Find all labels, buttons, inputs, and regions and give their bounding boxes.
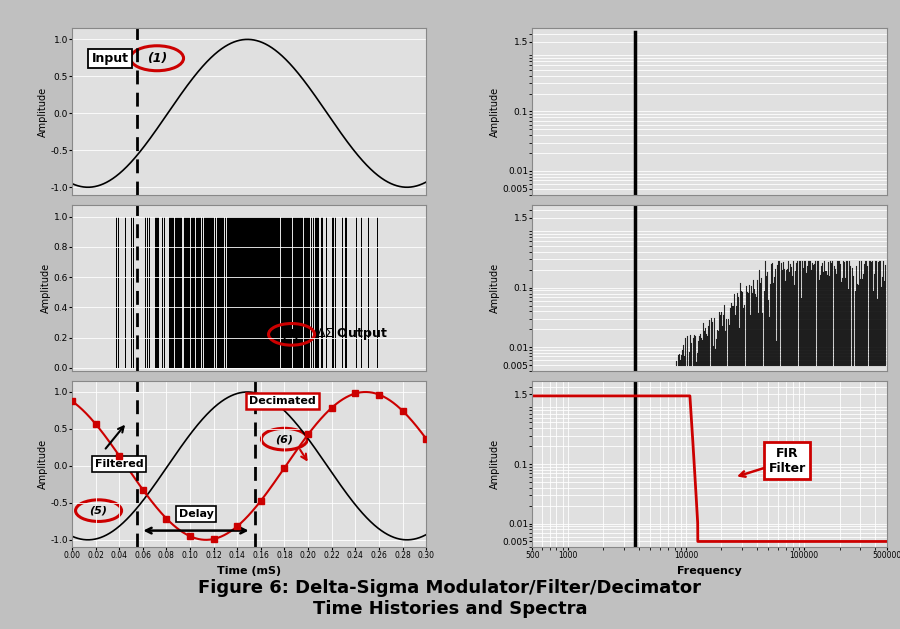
Y-axis label: Amplitude: Amplitude bbox=[38, 439, 48, 489]
Y-axis label: Amplitude: Amplitude bbox=[40, 263, 50, 313]
Text: (6): (6) bbox=[275, 434, 293, 444]
Text: (1): (1) bbox=[147, 52, 167, 65]
Text: $\Delta\Sigma$ Output: $\Delta\Sigma$ Output bbox=[317, 326, 388, 342]
Text: FIR
Filter: FIR Filter bbox=[769, 447, 806, 475]
Text: (5): (5) bbox=[90, 506, 108, 516]
X-axis label: Time (mS): Time (mS) bbox=[217, 566, 281, 576]
Y-axis label: Amplitude: Amplitude bbox=[490, 439, 500, 489]
Y-axis label: Amplitude: Amplitude bbox=[490, 263, 500, 313]
Text: (4): (4) bbox=[282, 328, 302, 341]
Text: Input: Input bbox=[92, 52, 129, 65]
Y-axis label: Amplitude: Amplitude bbox=[490, 86, 500, 136]
Text: Decimated: Decimated bbox=[249, 396, 316, 406]
Y-axis label: Amplitude: Amplitude bbox=[38, 86, 48, 136]
X-axis label: Frequency: Frequency bbox=[677, 566, 742, 576]
Text: Delay: Delay bbox=[178, 509, 213, 519]
Text: Figure 6: Delta-Sigma Modulator/Filter/Decimator: Figure 6: Delta-Sigma Modulator/Filter/D… bbox=[199, 579, 701, 597]
Text: Time Histories and Spectra: Time Histories and Spectra bbox=[313, 600, 587, 618]
Text: Filtered: Filtered bbox=[95, 459, 144, 469]
